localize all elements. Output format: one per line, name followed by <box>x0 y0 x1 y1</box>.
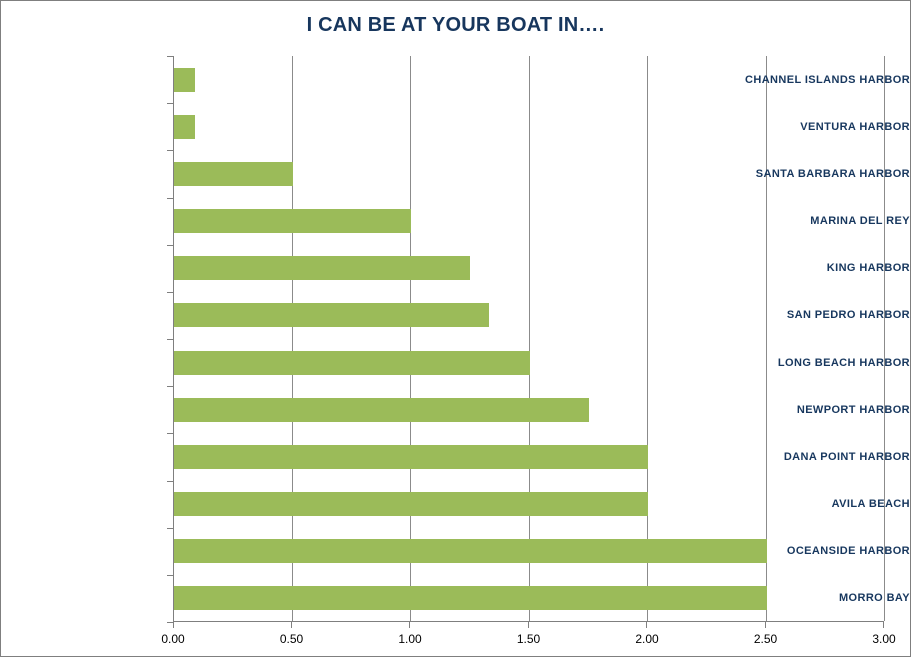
bar <box>174 114 195 139</box>
x-tick-label: 2.50 <box>753 632 778 646</box>
x-tick-label: 3.00 <box>872 632 896 646</box>
chart-title: I CAN BE AT YOUR BOAT IN…. <box>306 14 605 36</box>
x-tick-label: 1.00 <box>398 632 422 646</box>
bar <box>174 303 489 328</box>
y-axis-tick <box>167 292 173 293</box>
x-tick-label: 0.00 <box>161 632 185 646</box>
y-axis-tick <box>167 245 173 246</box>
category-label: MARINA DEL REY <box>810 215 910 228</box>
y-axis-tick <box>167 433 173 434</box>
x-tick-label: 1.50 <box>516 632 541 646</box>
category-label: LONG BEACH HARBOR <box>777 356 910 369</box>
y-axis-tick <box>167 528 173 529</box>
y-axis-tick <box>167 150 173 151</box>
x-tick-label: 2.00 <box>635 632 659 646</box>
y-axis-tick <box>167 481 173 482</box>
category-label: SAN PEDRO HARBOR <box>786 309 910 322</box>
bar <box>174 444 648 469</box>
category-label: VENTURA HARBOR <box>800 120 910 133</box>
bar <box>174 161 293 186</box>
x-axis-tick <box>764 622 766 628</box>
x-axis-tick <box>883 622 884 628</box>
gridline <box>410 56 411 621</box>
gridline <box>291 56 293 621</box>
x-axis-tick <box>409 622 410 628</box>
x-tick-label: 0.50 <box>279 632 304 646</box>
y-axis-tick <box>167 339 173 340</box>
y-axis-tick <box>167 103 173 104</box>
bar <box>174 67 195 92</box>
category-label: MORRO BAY <box>838 592 910 605</box>
bar <box>174 350 530 375</box>
category-label: NEWPORT HARBOR <box>796 403 910 416</box>
category-label: AVILA BEACH <box>831 498 910 511</box>
gridline <box>765 56 767 621</box>
x-axis-tick <box>646 622 647 628</box>
category-label: OCEANSIDE HARBOR <box>786 545 910 558</box>
category-label: DANA POINT HARBOR <box>783 450 910 463</box>
gridline <box>528 56 530 621</box>
y-axis-tick <box>167 198 173 199</box>
category-label: CHANNEL ISLANDS HARBOR <box>745 73 911 86</box>
bar <box>174 256 470 281</box>
plot-area <box>173 56 885 622</box>
y-axis-tick <box>167 56 173 57</box>
bar <box>174 492 648 517</box>
x-axis-tick <box>290 622 292 628</box>
bar <box>174 539 767 564</box>
category-label: SANTA BARBARA HARBOR <box>755 167 910 180</box>
x-axis-tick <box>173 622 174 628</box>
bar <box>174 397 589 422</box>
x-axis-tick <box>527 622 529 628</box>
y-axis-tick <box>167 622 173 623</box>
y-axis-tick <box>167 386 173 387</box>
bar <box>174 209 411 234</box>
bar <box>174 586 767 611</box>
gridline <box>647 56 648 621</box>
y-axis-tick <box>167 575 173 576</box>
gridline <box>884 56 885 621</box>
category-label: KING HARBOR <box>826 262 910 275</box>
